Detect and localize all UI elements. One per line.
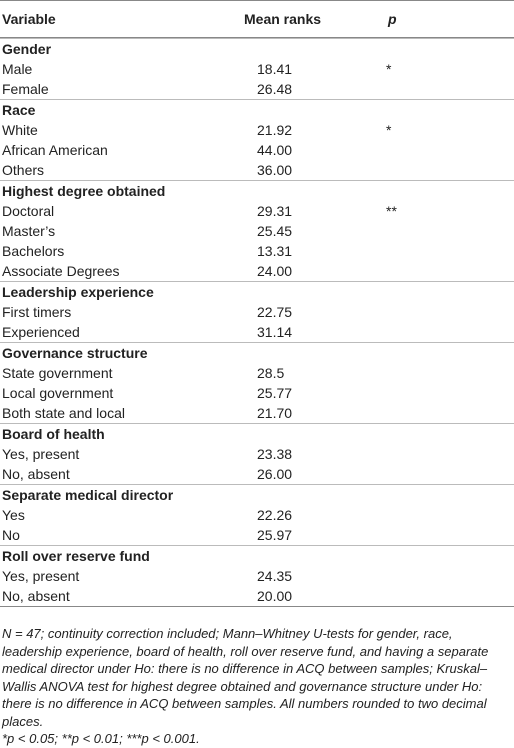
cell: 25.77 (257, 385, 293, 401)
table: Variable Mean ranks p Gender Male 18.41 * Femal… (0, 0, 514, 607)
cell: First timers (2, 304, 72, 320)
cell: 29.31 (257, 203, 293, 219)
cell: 13.31 (257, 243, 293, 259)
data-row: Male 18.41 * (0, 59, 514, 79)
section-row: Gender (0, 38, 514, 59)
cell: 44.00 (257, 142, 293, 158)
data-row: No, absent 20.00 (0, 586, 514, 606)
table-notes: N = 47; continuity correction included; … (0, 607, 514, 748)
cell: Yes, present (2, 568, 80, 584)
cell: Both state and local (2, 405, 125, 421)
cell: 25.97 (257, 527, 293, 543)
data-row: Others 36.00 (0, 160, 514, 180)
section-title: Race (2, 102, 36, 118)
cell: Bachelors (2, 243, 65, 259)
data-row: Yes, present 23.38 (0, 444, 514, 464)
data-row: Yes 22.26 (0, 505, 514, 525)
section-row: Leadership experience (0, 281, 514, 302)
cell: Others (2, 162, 45, 178)
cell: 26.00 (257, 466, 293, 482)
cell: 22.26 (257, 507, 293, 523)
cell: * (386, 122, 392, 138)
data-row: Female 26.48 (0, 79, 514, 99)
section-title: Gender (2, 41, 52, 57)
data-row: Experienced 31.14 (0, 322, 514, 342)
cell: Yes, present (2, 446, 80, 462)
section-title: Separate medical director (2, 487, 174, 503)
cell: Associate Degrees (2, 263, 120, 279)
cell: 26.48 (257, 81, 293, 97)
cell: No, absent (2, 466, 70, 482)
cell: Master’s (2, 223, 56, 239)
cell: Yes (2, 507, 25, 523)
significance-note: *p < 0.05; **p < 0.01; ***p < 0.001. (2, 731, 200, 746)
data-row: Yes, present 24.35 (0, 566, 514, 586)
section-title: Board of health (2, 426, 105, 442)
section-row: Highest degree obtained (0, 180, 514, 201)
data-row: White 21.92 * (0, 120, 514, 140)
data-row: Doctoral 29.31 ** (0, 201, 514, 221)
cell: 28.5 (257, 365, 285, 381)
data-row: African American 44.00 (0, 140, 514, 160)
cell: 31.14 (257, 324, 293, 340)
note: N = 47; continuity correction included; … (2, 626, 489, 729)
header-cell: p (388, 11, 397, 27)
data-row: Master’s 25.45 (0, 221, 514, 241)
cell: 22.75 (257, 304, 293, 320)
section-title: Governance structure (2, 345, 148, 361)
data-row: State government 28.5 (0, 363, 514, 383)
cell: Local government (2, 385, 114, 401)
header-row: Variable Mean ranks p (0, 0, 514, 38)
cell: Female (2, 81, 49, 97)
section-row: Board of health (0, 423, 514, 444)
cell: ** (386, 203, 397, 219)
cell: Doctoral (2, 203, 55, 219)
data-row: Bachelors 13.31 (0, 241, 514, 261)
cell: 21.70 (257, 405, 293, 421)
cell: 18.41 (257, 61, 293, 77)
cell: 25.45 (257, 223, 293, 239)
cell: 24.00 (257, 263, 293, 279)
header-cell: Mean ranks (244, 11, 322, 27)
cell: Male (2, 61, 33, 77)
section-title: Roll over reserve fund (2, 548, 150, 564)
header-cell: Variable (2, 11, 56, 27)
cell: Experienced (2, 324, 80, 340)
cell: African American (2, 142, 108, 158)
data-row: No, absent 26.00 (0, 464, 514, 484)
cell: 24.35 (257, 568, 293, 584)
section-row: Governance structure (0, 342, 514, 363)
cell: 20.00 (257, 588, 293, 604)
cell: 21.92 (257, 122, 293, 138)
section-row: Race (0, 99, 514, 120)
cell: White (2, 122, 38, 138)
cell: State government (2, 365, 113, 381)
data-row: Local government 25.77 (0, 383, 514, 403)
data-row: Both state and local 21.70 (0, 403, 514, 423)
cell: 36.00 (257, 162, 293, 178)
cell: No (2, 527, 20, 543)
cell: * (386, 61, 392, 77)
section-title: Leadership experience (2, 284, 154, 300)
section-row: Roll over reserve fund (0, 545, 514, 566)
cell: No, absent (2, 588, 70, 604)
section-row: Separate medical director (0, 484, 514, 505)
cell: 23.38 (257, 446, 293, 462)
section-title: Highest degree obtained (2, 183, 166, 199)
data-row: Associate Degrees 24.00 (0, 261, 514, 281)
data-row: First timers 22.75 (0, 302, 514, 322)
data-row: No 25.97 (0, 525, 514, 545)
